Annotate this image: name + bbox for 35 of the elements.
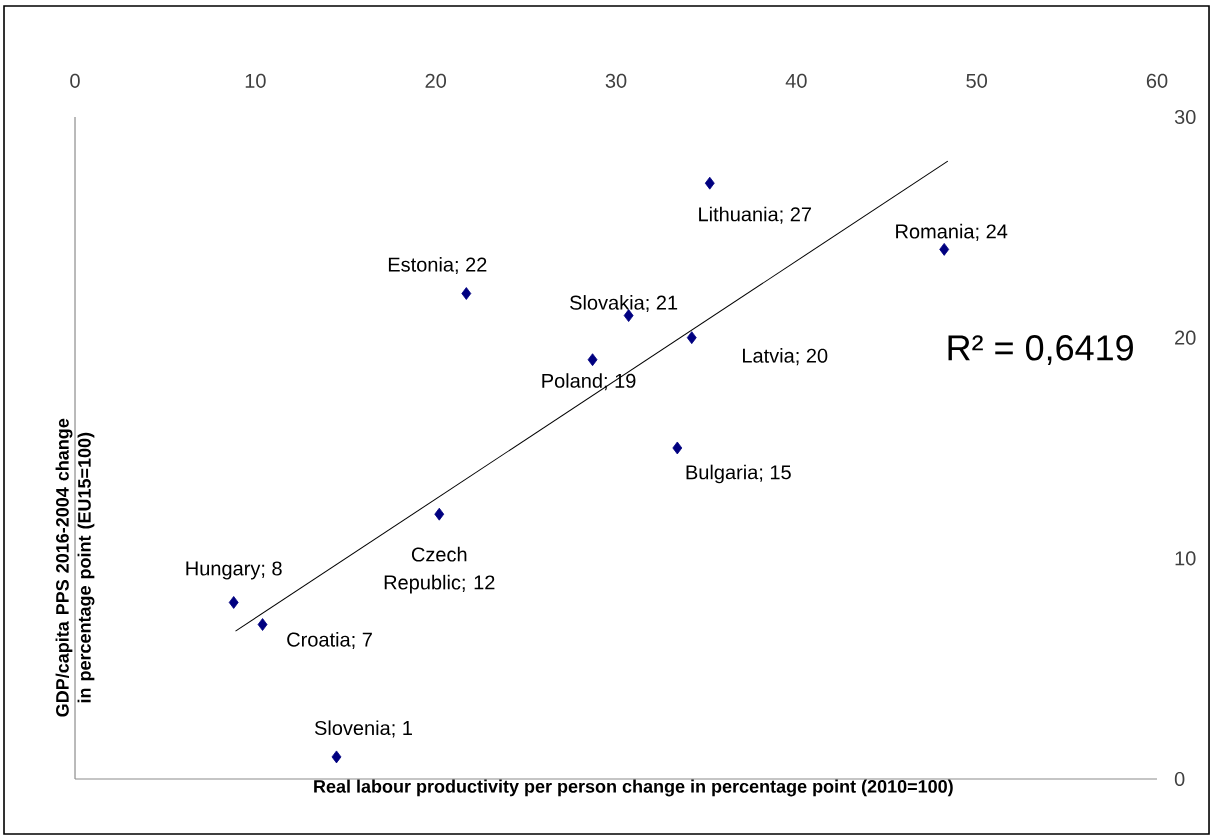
point [672,441,683,455]
y-tick-label: 30 [1174,109,1196,125]
point [257,618,268,631]
x-tick-label: 20 [425,73,447,88]
x-axis-title: Real labour productivity per person change in percentage point (2010=100) [314,779,953,797]
x-tick-label: 30 [605,73,627,88]
x-tick-label: 10 [245,73,266,88]
point [704,176,715,190]
annotation: R² = 0,6419 [948,335,1133,365]
y-tick-label: 10 [1175,551,1196,566]
x-tick-label: 40 [785,73,807,88]
y-axis-title: GDP/capita PPS 2016-2004 change in percentage point (EU15=100) [55,418,95,717]
y-tick-label: 0 [1174,771,1185,787]
y-tick-label: 20 [1175,330,1196,345]
x-tick-label: 0 [70,73,80,88]
point [434,507,445,521]
annotation: Croatia; 7 [287,631,372,650]
point [331,750,342,764]
point [228,596,239,609]
point [686,331,697,345]
annotation: Latvia; 20 [743,348,828,366]
annotation: Estonia; 22 [388,256,487,275]
point [587,353,598,367]
annotation: Lithuania; 27 [699,206,812,224]
annotation: Poland; 19 [542,373,636,391]
x-tick-label: 50 [966,73,988,88]
point [939,242,950,256]
point [461,287,472,300]
annotation: Czech Republic; 12 [384,546,495,594]
annotation: Slovenia; 1 [314,720,412,738]
annotation: Hungary; 8 [186,561,282,580]
annotation: Bulgaria; 15 [686,464,791,484]
x-tick-label: 60 [1146,73,1168,88]
annotation: Romania; 24 [896,223,1008,241]
annotation: Slovakia; 21 [570,295,678,313]
